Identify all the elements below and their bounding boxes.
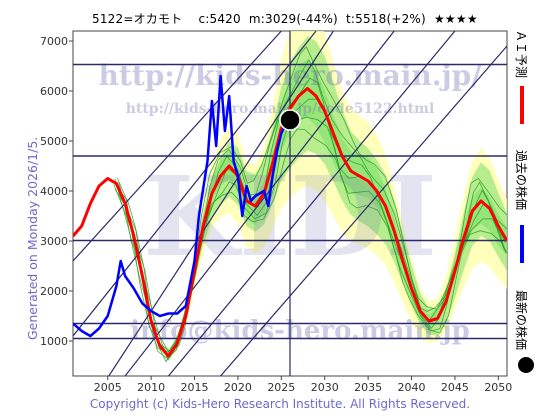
ai-forecast-line: [73, 87, 507, 358]
watermark-middle: http://kids-hero.main.jp/code5122.html: [126, 101, 435, 117]
price-series: [73, 74, 507, 358]
watermark-bottom: info@kids-hero.main.jp: [130, 316, 470, 346]
y-tick-label: 5000: [40, 135, 68, 148]
x-tick-label: 2040: [398, 381, 426, 394]
x-tick-label: 2050: [484, 381, 512, 394]
legend-label-latest: 最新の株価: [514, 290, 529, 350]
x-tick-label: 2020: [224, 381, 252, 394]
y-tick-label: 2000: [40, 285, 68, 298]
diagonal-line-2: [73, 31, 282, 262]
x-tick-label: 2030: [311, 381, 339, 394]
x-tick-label: 2035: [354, 381, 382, 394]
y-tick-label: 1000: [40, 335, 68, 348]
y-axis-ticks: 1000 2000 3000 4000 5000 6000 7000: [40, 35, 73, 348]
min-price: m:3029(-44%): [248, 12, 338, 26]
legend: ＡＩ予測 過去の株価 最新の株価: [514, 30, 534, 373]
stock-code: 5122=オカモト: [92, 12, 183, 26]
x-tick-label: 2025: [267, 381, 295, 394]
x-tick-label: 2015: [181, 381, 209, 394]
forecast-path-0: [118, 128, 507, 353]
chart-header: 5122=オカモト c:5420 m:3029(-44%) t:5518(+2%…: [92, 10, 478, 27]
y-tick-label: 4000: [40, 185, 68, 198]
latest-price-marker: [279, 109, 301, 131]
legend-swatch-past: [520, 225, 524, 263]
legend-label-ai: ＡＩ予測: [514, 30, 528, 78]
legend-label-past: 過去の株価: [514, 150, 529, 210]
target-price: t:5518(+2%): [345, 12, 426, 26]
y-tick-label: 6000: [40, 85, 68, 98]
diagonal-line-4: [168, 31, 456, 376]
x-tick-label: 2010: [137, 381, 165, 394]
y-tick-label: 7000: [40, 35, 68, 48]
x-tick-label: 2045: [441, 381, 469, 394]
copyright-footer: Copyright (c) Kids-Hero Research Institu…: [89, 397, 471, 411]
generated-date-label: Generated on Monday 2026/1/5.: [25, 137, 40, 340]
past-price-line: [73, 74, 291, 338]
x-axis-ticks: 2005 2010 2015 2020 2025 2030 2035 2040 2045 2050: [94, 376, 512, 394]
rating-stars: ★★★★: [433, 12, 478, 26]
y-tick-label: 3000: [40, 235, 68, 248]
x-tick-label: 2005: [94, 381, 122, 394]
diagonal-line-5: [220, 45, 507, 376]
legend-marker-latest: [518, 357, 534, 373]
current-price: c:5420: [198, 12, 241, 26]
diagonal-line-1: [73, 31, 317, 337]
legend-swatch-ai: [520, 86, 524, 124]
diagonal-line-3: [124, 31, 395, 376]
